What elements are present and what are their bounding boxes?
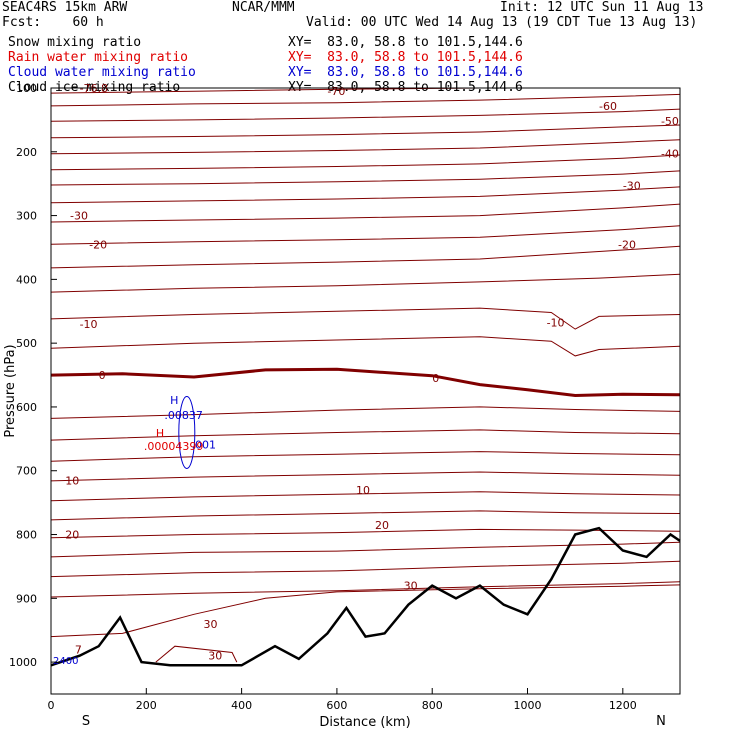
rain-max-value: .00004399 xyxy=(144,440,204,453)
isotherm-line-23 xyxy=(50,560,681,578)
cloud-water-contour-label: .001 xyxy=(192,438,217,451)
isotherm-line-6 xyxy=(50,154,681,171)
isotherm-line-16 xyxy=(50,429,681,441)
isotherm-line-3 xyxy=(50,108,681,122)
isotherm-line-26 xyxy=(155,645,238,663)
field-snow-xy: XY= 83.0, 58.8 to 101.5,144.6 xyxy=(288,35,523,50)
contour-label-1: -70 xyxy=(327,85,345,98)
isotherm-line-17 xyxy=(50,451,681,462)
y-tick-label-3: 400 xyxy=(16,273,37,286)
x-tick-label-2: 400 xyxy=(231,699,252,712)
isotherm-line-15 xyxy=(50,406,681,419)
contour-label-19: 30 xyxy=(208,650,222,663)
contour-label-9: -10 xyxy=(80,318,98,331)
cloud-water-max-value: .00837 xyxy=(164,409,203,422)
y-tick-label-1: 200 xyxy=(16,146,37,159)
cloud-water-max-marker: H xyxy=(170,394,178,407)
contour-label-14: 10 xyxy=(356,484,370,497)
y-tick-label-4: 500 xyxy=(16,337,37,350)
isotherm-line-12 xyxy=(50,273,681,293)
isotherm-line-19 xyxy=(50,491,681,502)
organization-label: NCAR/MMM xyxy=(232,0,295,15)
contour-label-17: 30 xyxy=(404,580,418,593)
surface-value-label: 2400 xyxy=(53,656,78,667)
x-tick-label-0: 0 xyxy=(48,699,55,712)
isotherm-line-14 xyxy=(50,336,681,357)
contour-label-5: -30 xyxy=(70,210,88,223)
field-snow-name: Snow mixing ratio xyxy=(8,35,142,50)
rain-max-marker: H xyxy=(156,427,164,440)
field-cloud-water-name: Cloud water mixing ratio xyxy=(8,65,196,80)
y-tick-label-2: 300 xyxy=(16,210,37,223)
x-tick-label-3: 600 xyxy=(326,699,347,712)
plot-frame xyxy=(50,87,681,695)
isotherm-line-4 xyxy=(50,124,681,139)
contour-label-8: -20 xyxy=(618,238,636,251)
x-axis-title: Distance (km) xyxy=(319,715,410,730)
y-axis-title: Pressure (hPa) xyxy=(3,344,18,437)
contour-label-2: -60 xyxy=(599,100,617,113)
contour-label-13: 10 xyxy=(65,474,79,487)
y-tick-label-6: 700 xyxy=(16,465,37,478)
isotherm-line-11 xyxy=(50,245,681,269)
isotherm-line-18 xyxy=(50,471,681,482)
y-tick-label-8: 900 xyxy=(16,592,37,605)
contour-label-7: -20 xyxy=(89,238,107,251)
isotherm-line-24 xyxy=(50,581,681,598)
contour-label-12: 0 xyxy=(432,372,439,385)
field-cloud-water-xy: XY= 83.0, 58.8 to 101.5,144.6 xyxy=(288,65,523,80)
contour-label-6: -30 xyxy=(623,180,641,193)
y-tick-label-7: 800 xyxy=(16,529,37,542)
isotherm-line-2 xyxy=(50,93,681,107)
contour-label-3: -50 xyxy=(661,115,679,128)
contour-label-15: 20 xyxy=(65,529,79,542)
x-end-label-south: S xyxy=(82,714,90,729)
isotherm-line-22 xyxy=(50,541,681,558)
freezing-level-line xyxy=(50,367,681,398)
init-time: Init: 12 UTC Sun 11 Aug 13 xyxy=(500,0,704,15)
x-tick-label-1: 200 xyxy=(136,699,157,712)
x-tick-label-5: 1000 xyxy=(514,699,542,712)
field-rain-name: Rain water mixing ratio xyxy=(8,50,189,65)
isotherm-line-7 xyxy=(50,170,681,186)
contour-label-10: -10 xyxy=(547,317,565,330)
contour-label-20: 7 xyxy=(75,643,82,656)
cloud-water-contour xyxy=(178,395,196,469)
isotherm-line-13 xyxy=(50,307,681,330)
x-end-label-north: N xyxy=(656,714,666,729)
contour-label-4: -40 xyxy=(661,148,679,161)
isotherm-line-10 xyxy=(50,225,681,245)
contour-label-11: 0 xyxy=(99,369,106,382)
isotherm-line-8 xyxy=(50,186,681,204)
contour-label-16: 20 xyxy=(375,519,389,532)
isotherm-line-1 xyxy=(50,87,680,94)
isotherm-line-5 xyxy=(50,139,681,155)
x-tick-label-6: 1200 xyxy=(609,699,637,712)
valid-time: Valid: 00 UTC Wed 14 Aug 13 (19 CDT Tue … xyxy=(306,15,698,30)
x-tick-label-4: 800 xyxy=(422,699,443,712)
field-rain-xy: XY= 83.0, 58.8 to 101.5,144.6 xyxy=(288,50,523,65)
y-tick-label-0: 100 xyxy=(16,82,37,95)
isotherm-line-25 xyxy=(50,584,681,638)
contour-label-18: 30 xyxy=(203,618,217,631)
isotherm-line-9 xyxy=(50,203,681,223)
y-tick-label-5: 600 xyxy=(16,401,37,414)
forecast-hour: Fcst: 60 h xyxy=(2,15,104,30)
y-tick-label-9: 1000 xyxy=(9,656,37,669)
model-title: SEAC4RS 15km ARW xyxy=(2,0,128,15)
isotherm-line-20 xyxy=(50,510,681,521)
terrain-line xyxy=(50,526,681,667)
